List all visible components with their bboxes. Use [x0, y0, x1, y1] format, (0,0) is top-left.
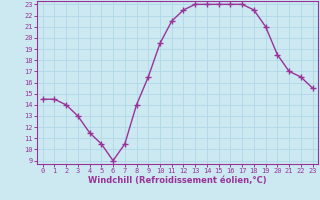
X-axis label: Windchill (Refroidissement éolien,°C): Windchill (Refroidissement éolien,°C) — [88, 176, 267, 185]
